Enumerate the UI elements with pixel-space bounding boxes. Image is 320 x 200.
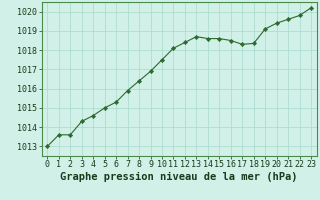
X-axis label: Graphe pression niveau de la mer (hPa): Graphe pression niveau de la mer (hPa) [60,172,298,182]
